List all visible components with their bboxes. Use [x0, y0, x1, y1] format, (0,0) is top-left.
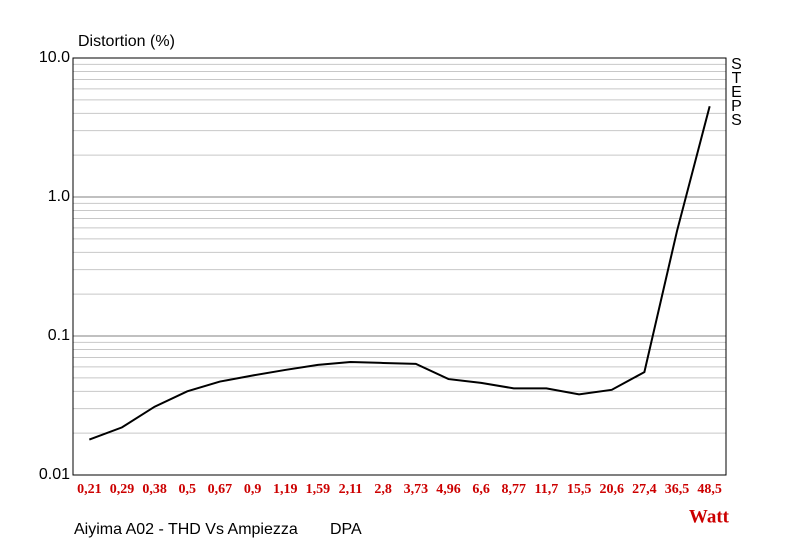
x-tick-label: 0,67 — [208, 482, 233, 497]
x-tick-label: 0,5 — [179, 482, 197, 497]
x-tick-label: 6,6 — [472, 482, 490, 497]
x-tick-label: 15,5 — [567, 482, 592, 497]
x-tick-label: 20,6 — [599, 482, 624, 497]
x-tick-label: 8,77 — [502, 482, 527, 497]
side-label: STEPS — [728, 56, 745, 126]
x-tick-label: 0,21 — [77, 482, 102, 497]
x-tick-label: 1,59 — [306, 482, 331, 497]
y-tick-label: 1.0 — [48, 188, 70, 205]
x-tick-label: 48,5 — [697, 482, 722, 497]
x-tick-label: 4,96 — [436, 482, 461, 497]
x-tick-label: 11,7 — [535, 482, 559, 497]
x-tick-label: 2,8 — [374, 482, 392, 497]
x-tick-label: 27,4 — [632, 482, 657, 497]
x-axis-label: Watt — [689, 506, 730, 527]
y-tick-label: 0.1 — [48, 327, 70, 344]
x-tick-label: 3,73 — [404, 482, 429, 497]
x-tick-label: 0,38 — [142, 482, 167, 497]
x-tick-label: 1,19 — [273, 482, 298, 497]
caption: Aiyima A02 - THD Vs Ampiezza — [74, 521, 298, 538]
y-axis-label: Distortion (%) — [78, 33, 175, 50]
y-tick-label: 0.01 — [39, 466, 70, 483]
x-tick-label: 0,29 — [110, 482, 135, 497]
y-tick-label: 10.0 — [39, 49, 70, 66]
x-tick-label: 0,9 — [244, 482, 262, 497]
x-tick-label: 36,5 — [665, 482, 690, 497]
plot-border — [72, 57, 727, 476]
x-tick-label: 2,11 — [339, 482, 363, 497]
data-line — [88, 105, 711, 441]
caption-2: DPA — [330, 521, 362, 538]
